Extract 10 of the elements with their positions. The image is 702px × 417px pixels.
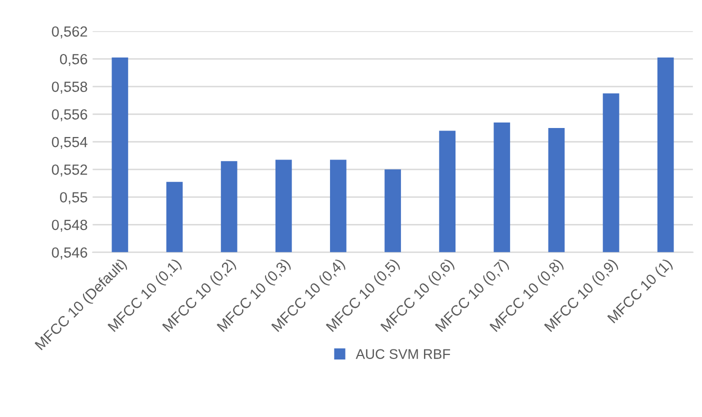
- legend-label: AUC SVM RBF: [356, 349, 450, 359]
- y-tick-label: 0,554: [52, 136, 88, 149]
- y-tick-label: 0,55: [60, 192, 88, 204]
- y-tick-label: 0,548: [52, 220, 88, 232]
- y-tick-label: 0,556: [52, 109, 88, 122]
- y-tick-label: 0,558: [52, 82, 88, 94]
- y-tick-label: 0,56: [60, 54, 88, 66]
- y-tick-label: 0,562: [52, 26, 88, 38]
- y-tick-label: 0,552: [52, 164, 88, 177]
- y-tick-label: 0,546: [52, 247, 88, 260]
